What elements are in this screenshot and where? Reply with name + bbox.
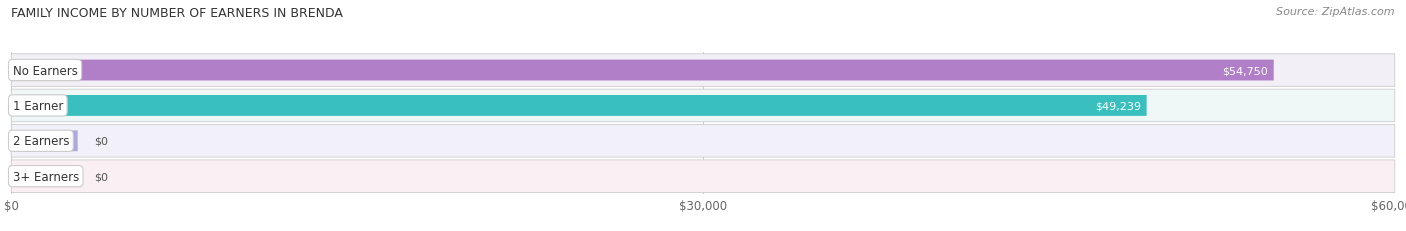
FancyBboxPatch shape xyxy=(11,60,1274,81)
FancyBboxPatch shape xyxy=(11,90,1395,122)
Text: $0: $0 xyxy=(94,136,108,146)
Text: 3+ Earners: 3+ Earners xyxy=(13,170,79,183)
FancyBboxPatch shape xyxy=(11,131,77,152)
FancyBboxPatch shape xyxy=(11,55,1395,87)
Text: $54,750: $54,750 xyxy=(1222,66,1268,76)
FancyBboxPatch shape xyxy=(11,166,77,187)
Text: $49,239: $49,239 xyxy=(1095,101,1142,111)
Text: No Earners: No Earners xyxy=(13,64,77,77)
Text: 1 Earner: 1 Earner xyxy=(13,100,63,112)
FancyBboxPatch shape xyxy=(11,125,1395,157)
Text: FAMILY INCOME BY NUMBER OF EARNERS IN BRENDA: FAMILY INCOME BY NUMBER OF EARNERS IN BR… xyxy=(11,7,343,20)
Text: $0: $0 xyxy=(94,171,108,181)
Text: Source: ZipAtlas.com: Source: ZipAtlas.com xyxy=(1277,7,1395,17)
FancyBboxPatch shape xyxy=(11,160,1395,193)
FancyBboxPatch shape xyxy=(11,96,1147,116)
Text: 2 Earners: 2 Earners xyxy=(13,135,69,148)
